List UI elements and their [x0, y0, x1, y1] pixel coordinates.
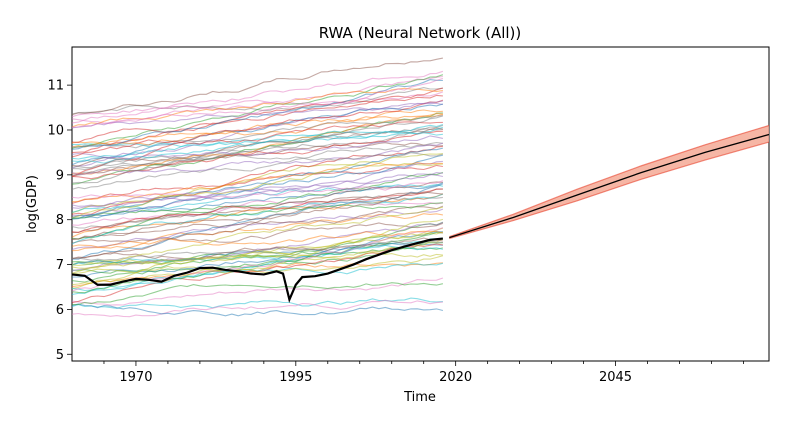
background-line	[71, 154, 444, 219]
background-line	[71, 230, 444, 248]
background-line	[71, 255, 444, 275]
x-tick-label: 1970	[119, 370, 152, 385]
background-line	[71, 188, 443, 260]
background-line	[71, 205, 444, 241]
background-line	[71, 231, 443, 294]
background-series	[71, 57, 444, 318]
background-line	[71, 152, 444, 169]
x-axis: 1970 1995 2020 2045	[103, 361, 744, 385]
background-line	[71, 227, 444, 269]
background-line	[71, 100, 443, 129]
background-line	[71, 164, 443, 204]
background-line	[71, 282, 444, 306]
background-line	[71, 277, 444, 306]
background-line	[71, 244, 444, 266]
y-tick-label: 11	[47, 79, 64, 94]
background-line	[71, 183, 444, 260]
background-line	[71, 115, 443, 149]
chart-title: RWA (Neural Network (All))	[319, 24, 522, 42]
y-tick-label: 10	[47, 123, 64, 138]
background-line	[71, 57, 444, 116]
background-line	[71, 161, 443, 203]
background-line	[71, 208, 444, 251]
background-line	[71, 147, 444, 220]
background-line	[71, 115, 444, 184]
y-tick-label: 6	[56, 303, 64, 318]
background-line	[71, 191, 443, 240]
background-line	[71, 202, 443, 220]
background-line	[71, 77, 444, 128]
y-tick-label: 5	[56, 348, 64, 363]
background-line	[71, 142, 444, 175]
background-line	[71, 262, 444, 292]
background-line	[71, 297, 443, 309]
background-line	[71, 173, 444, 209]
background-line	[71, 74, 444, 149]
highlight-line	[71, 237, 443, 303]
background-line	[71, 193, 444, 245]
background-line	[71, 135, 444, 160]
forecast-mean-line	[449, 133, 770, 239]
background-line	[71, 141, 443, 190]
plot-area	[71, 46, 770, 362]
background-line	[71, 180, 444, 199]
x-tick-label: 2020	[439, 370, 472, 385]
forecast-series	[449, 124, 770, 240]
y-tick-label: 7	[56, 258, 64, 273]
background-line	[71, 99, 444, 177]
forecast-lower-line	[449, 141, 770, 240]
y-tick-label: 9	[56, 168, 64, 183]
background-line	[71, 121, 443, 158]
background-line	[71, 123, 444, 160]
background-line	[71, 142, 443, 178]
background-line	[71, 109, 443, 146]
y-axis: 5 6 7 8 9 10 11	[47, 79, 72, 363]
background-line	[71, 222, 444, 244]
background-line	[71, 240, 443, 261]
forecast-upper-line	[449, 124, 770, 238]
y-tick-label: 8	[56, 213, 64, 228]
x-tick-label: 2045	[599, 370, 632, 385]
background-line	[71, 113, 444, 148]
plot-frame	[71, 46, 770, 362]
highlight-series	[71, 237, 443, 303]
forecast-band	[449, 125, 769, 239]
background-line	[71, 299, 443, 318]
background-line	[71, 221, 444, 272]
background-line	[71, 200, 443, 226]
x-tick-label: 1995	[279, 370, 312, 385]
background-line	[71, 75, 443, 124]
background-line	[71, 153, 443, 219]
background-line	[71, 206, 444, 266]
background-line	[71, 172, 443, 207]
background-line	[71, 188, 443, 233]
background-line	[71, 303, 444, 317]
background-line	[71, 70, 444, 118]
background-line	[71, 126, 444, 164]
x-axis-title: Time	[403, 390, 436, 405]
y-axis-title: log(GDP)	[25, 175, 40, 233]
